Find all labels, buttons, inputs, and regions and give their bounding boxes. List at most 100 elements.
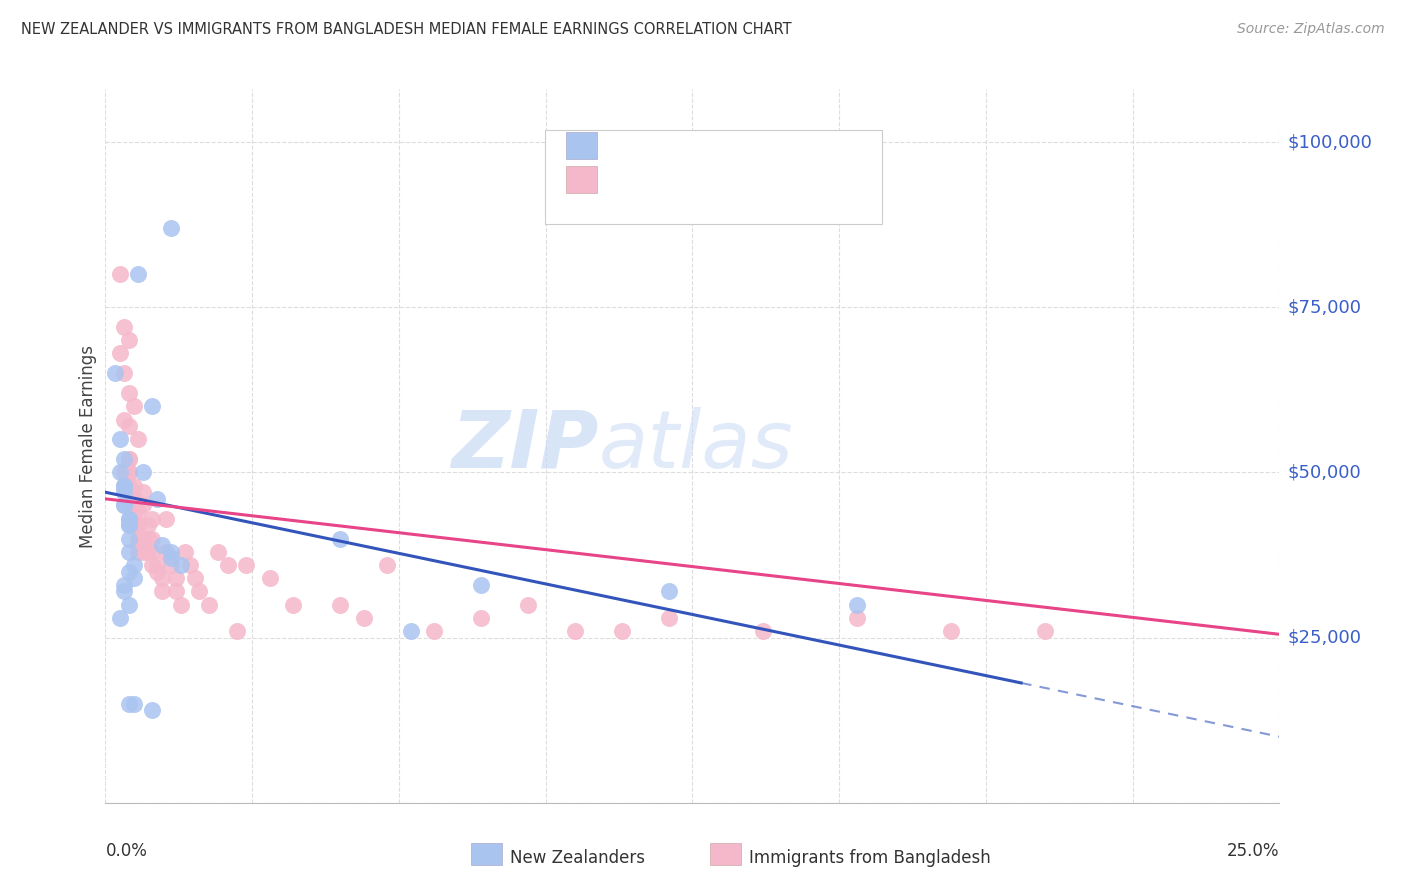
Point (118, 386, 141, 401)
Point (141, 511, 163, 525)
Point (118, 452, 141, 467)
Point (283, 598, 305, 612)
Point (329, 598, 352, 612)
Point (470, 578, 492, 592)
Text: N =: N = (723, 170, 775, 188)
Point (399, 624, 422, 638)
Point (235, 558, 257, 572)
Point (939, 624, 962, 638)
Point (118, 598, 141, 612)
Point (118, 466, 141, 480)
Point (122, 478, 145, 492)
Point (141, 532, 163, 546)
Point (112, 584, 135, 599)
Point (160, 545, 183, 559)
Point (122, 491, 145, 506)
Point (136, 518, 159, 533)
Point (122, 697, 145, 711)
Point (226, 624, 249, 638)
Point (845, 611, 868, 625)
Point (112, 485, 135, 500)
Point (118, 532, 141, 546)
Point (112, 478, 135, 492)
Point (112, 499, 135, 513)
Text: $25,000: $25,000 (1288, 629, 1362, 647)
Point (423, 624, 446, 638)
Text: 40: 40 (769, 136, 794, 154)
Point (122, 505, 145, 519)
Point (165, 571, 187, 585)
Point (112, 499, 135, 513)
Point (752, 624, 775, 638)
Point (141, 545, 163, 559)
Text: Immigrants from Bangladesh: Immigrants from Bangladesh (749, 849, 991, 867)
Point (160, 551, 183, 566)
Point (118, 419, 141, 434)
Point (259, 571, 281, 585)
Point (141, 558, 163, 572)
Point (108, 611, 131, 625)
Text: -0.319: -0.319 (650, 170, 707, 188)
Point (118, 518, 141, 533)
Point (165, 584, 187, 599)
Text: 25.0%: 25.0% (1227, 842, 1279, 860)
Point (122, 558, 145, 572)
Point (146, 565, 169, 579)
Text: New Zealanders: New Zealanders (510, 849, 645, 867)
Point (118, 452, 141, 467)
Point (150, 571, 173, 585)
Point (112, 478, 135, 492)
Point (118, 545, 141, 559)
Point (127, 518, 149, 533)
Point (160, 558, 183, 572)
Text: N =: N = (723, 136, 775, 154)
Point (132, 485, 155, 500)
Text: ZIP: ZIP (451, 407, 599, 485)
Point (108, 346, 131, 360)
Text: -0.254: -0.254 (650, 136, 709, 154)
Point (155, 511, 177, 525)
Text: $50,000: $50,000 (1288, 464, 1361, 482)
Point (174, 545, 197, 559)
Point (150, 538, 173, 552)
Point (169, 558, 191, 572)
Point (127, 267, 149, 281)
Point (127, 505, 149, 519)
Point (108, 433, 131, 447)
Point (470, 611, 492, 625)
Point (150, 584, 173, 599)
Point (112, 320, 135, 334)
Point (1033, 624, 1056, 638)
Point (118, 511, 141, 525)
Point (136, 532, 159, 546)
Point (169, 598, 191, 612)
Point (132, 532, 155, 546)
Point (375, 558, 398, 572)
Point (564, 624, 586, 638)
Point (118, 333, 141, 347)
Text: R =: R = (607, 170, 647, 188)
Point (517, 598, 540, 612)
Text: atlas: atlas (599, 407, 793, 485)
Point (155, 545, 177, 559)
Point (160, 221, 183, 235)
Point (146, 491, 169, 506)
Point (118, 565, 141, 579)
Point (127, 532, 149, 546)
Point (118, 511, 141, 525)
Point (108, 466, 131, 480)
Point (132, 466, 155, 480)
Point (122, 400, 145, 414)
Point (118, 485, 141, 500)
Point (658, 611, 681, 625)
Point (112, 578, 135, 592)
Point (132, 545, 155, 559)
Point (179, 558, 201, 572)
Point (104, 367, 127, 381)
Point (188, 584, 211, 599)
Text: $75,000: $75,000 (1288, 298, 1362, 317)
Point (197, 598, 219, 612)
Point (207, 545, 229, 559)
Point (112, 412, 135, 426)
Text: Source: ZipAtlas.com: Source: ZipAtlas.com (1237, 22, 1385, 37)
